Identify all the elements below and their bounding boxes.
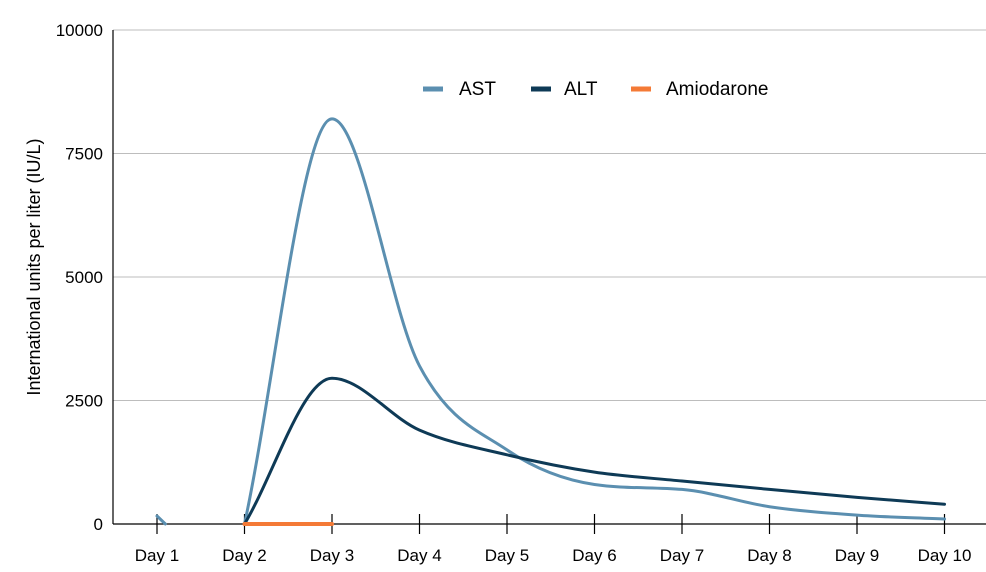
x-tick-label: Day 5 (485, 546, 529, 565)
x-tick-label: Day 2 (222, 546, 266, 565)
x-tick-label: Day 1 (135, 546, 179, 565)
series-alt (243, 376, 946, 526)
y-axis-title: International units per liter (IU/L) (24, 138, 44, 395)
series-line-alt (243, 376, 946, 526)
x-tick-label: Day 9 (835, 546, 879, 565)
x-tick-label: Day 4 (397, 546, 441, 565)
x-tick-label: Day 6 (572, 546, 616, 565)
y-tick-label: 10000 (56, 21, 103, 40)
y-tick-label: 0 (94, 515, 103, 534)
legend-label-alt: ALT (564, 79, 598, 100)
series-line-ast-fragment (155, 514, 167, 526)
y-tick-label: 2500 (65, 392, 103, 411)
legend-label-amiodarone: Amiodarone (666, 79, 768, 100)
x-tick-label: Day 7 (660, 546, 704, 565)
y-tick-label: 5000 (65, 268, 103, 287)
series-line-ast (243, 117, 946, 526)
y-tick-label: 7500 (65, 145, 103, 164)
x-tick-label: Day 8 (747, 546, 791, 565)
legend-label-ast: AST (459, 79, 496, 100)
x-tick-label: Day 10 (918, 546, 972, 565)
x-tick-label: Day 3 (310, 546, 354, 565)
